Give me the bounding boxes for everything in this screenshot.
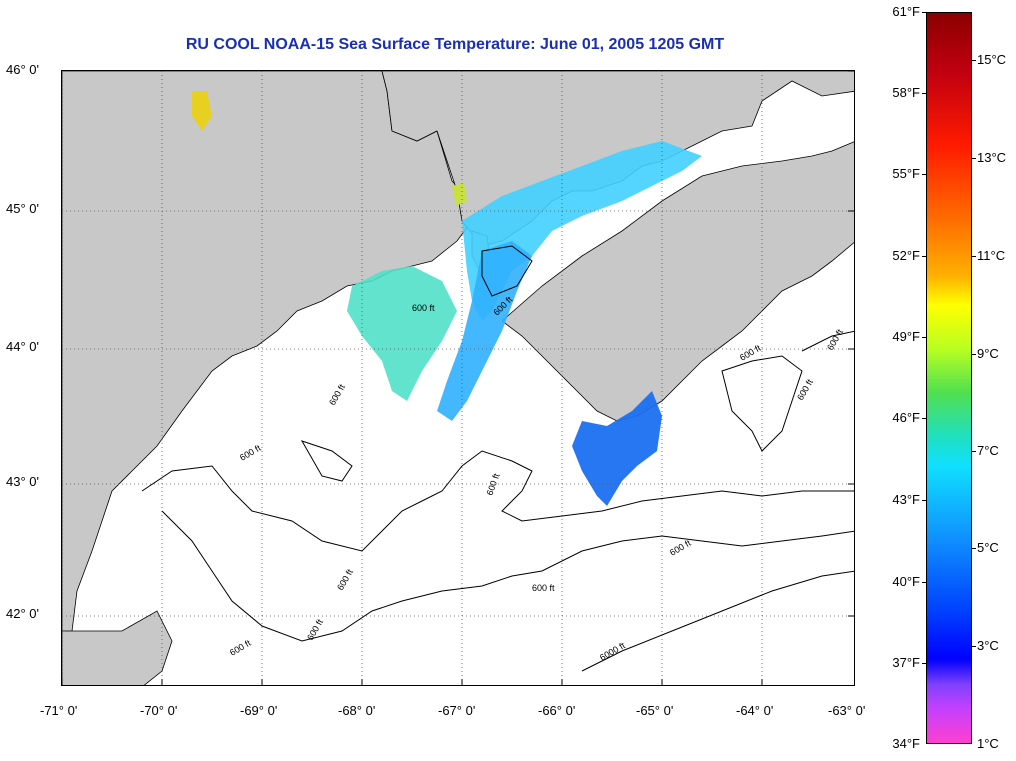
contour-600-e [300, 440, 353, 482]
contour-600-b [161, 510, 854, 642]
temperature-colorbar [926, 12, 972, 744]
contour-label: 600 ft [327, 382, 347, 407]
fahrenheit-tick: 37°F [892, 655, 920, 670]
fahrenheit-tick: 52°F [892, 248, 920, 263]
lat-label: 46° 0' [6, 62, 39, 77]
map-title: RU COOL NOAA-15 Sea Surface Temperature:… [185, 36, 725, 53]
sst-patch-warm [192, 91, 212, 131]
celsius-tick: 15°C [977, 52, 1007, 67]
celsius-tick: 13°C [977, 150, 1007, 165]
fahrenheit-tick: 58°F [892, 85, 920, 100]
fahrenheit-tick: 43°F [892, 492, 920, 507]
lon-label: -66° 0' [538, 703, 576, 718]
fahrenheit-tick: 55°F [892, 166, 920, 181]
lon-label: -67° 0' [438, 703, 476, 718]
sst-map: 600 ft 600 ft 600 ft 600 ft 600 ft 600 f… [61, 70, 855, 686]
sst-patch-south-ns [572, 391, 662, 506]
sst-data [192, 91, 702, 506]
celsius-tick: 7°C [977, 443, 999, 458]
fahrenheit-tick: 40°F [892, 574, 920, 589]
graticule [62, 71, 854, 685]
lon-label: -71° 0' [40, 703, 78, 718]
fahrenheit-tick: 61°F [892, 4, 920, 19]
contour-label: 600 ft [305, 617, 325, 642]
celsius-tick: 11°C [977, 248, 1006, 263]
contour-label: 600 ft [795, 377, 815, 402]
contour-600-c [721, 355, 803, 452]
contour-6000 [581, 570, 854, 672]
lon-label: -63° 0' [828, 703, 866, 718]
sst-patch-central [437, 241, 532, 421]
fahrenheit-tick: 49°F [892, 329, 920, 344]
contour-label: 600 ft [238, 443, 263, 463]
lon-label: -68° 0' [338, 703, 376, 718]
celsius-tick: 1°C [977, 736, 999, 751]
lat-label: 44° 0' [6, 339, 39, 354]
celsius-tick: 3°C [977, 638, 999, 653]
contour-label: 600 ft [335, 567, 355, 592]
fahrenheit-tick: 34°F [892, 736, 920, 751]
sst-patch-bay-of-fundy [462, 141, 702, 321]
contour-label: 600 ft [484, 472, 501, 497]
nova-scotia-land [501, 141, 854, 422]
axis-ticks [62, 71, 854, 685]
lat-label: 43° 0' [6, 474, 39, 489]
lon-label: -64° 0' [736, 703, 774, 718]
sst-patch-warm2 [452, 183, 467, 206]
celsius-tick: 5°C [977, 540, 999, 555]
contour-600-d [801, 330, 854, 352]
contour-label: 6000 ft [598, 640, 627, 663]
contour-label: 600 ft [825, 327, 845, 352]
lon-label: -70° 0' [140, 703, 178, 718]
lon-label: -69° 0' [240, 703, 278, 718]
lat-label: 42° 0' [6, 606, 39, 621]
lat-label: 45° 0' [6, 201, 39, 216]
fahrenheit-tick: 46°F [892, 410, 920, 425]
contour-600-f [481, 245, 533, 297]
sst-patch-west [347, 266, 457, 401]
contour-600 [141, 450, 854, 552]
contour-label: 600 ft [668, 538, 693, 558]
lon-label: -65° 0' [636, 703, 674, 718]
contour-label: 600 ft [412, 303, 435, 313]
contour-label: 600 ft [532, 583, 555, 593]
bathymetry-contours [141, 245, 854, 672]
celsius-tick: 9°C [977, 346, 999, 361]
cape-cod [62, 610, 173, 685]
contour-label: 600 ft [228, 638, 253, 658]
